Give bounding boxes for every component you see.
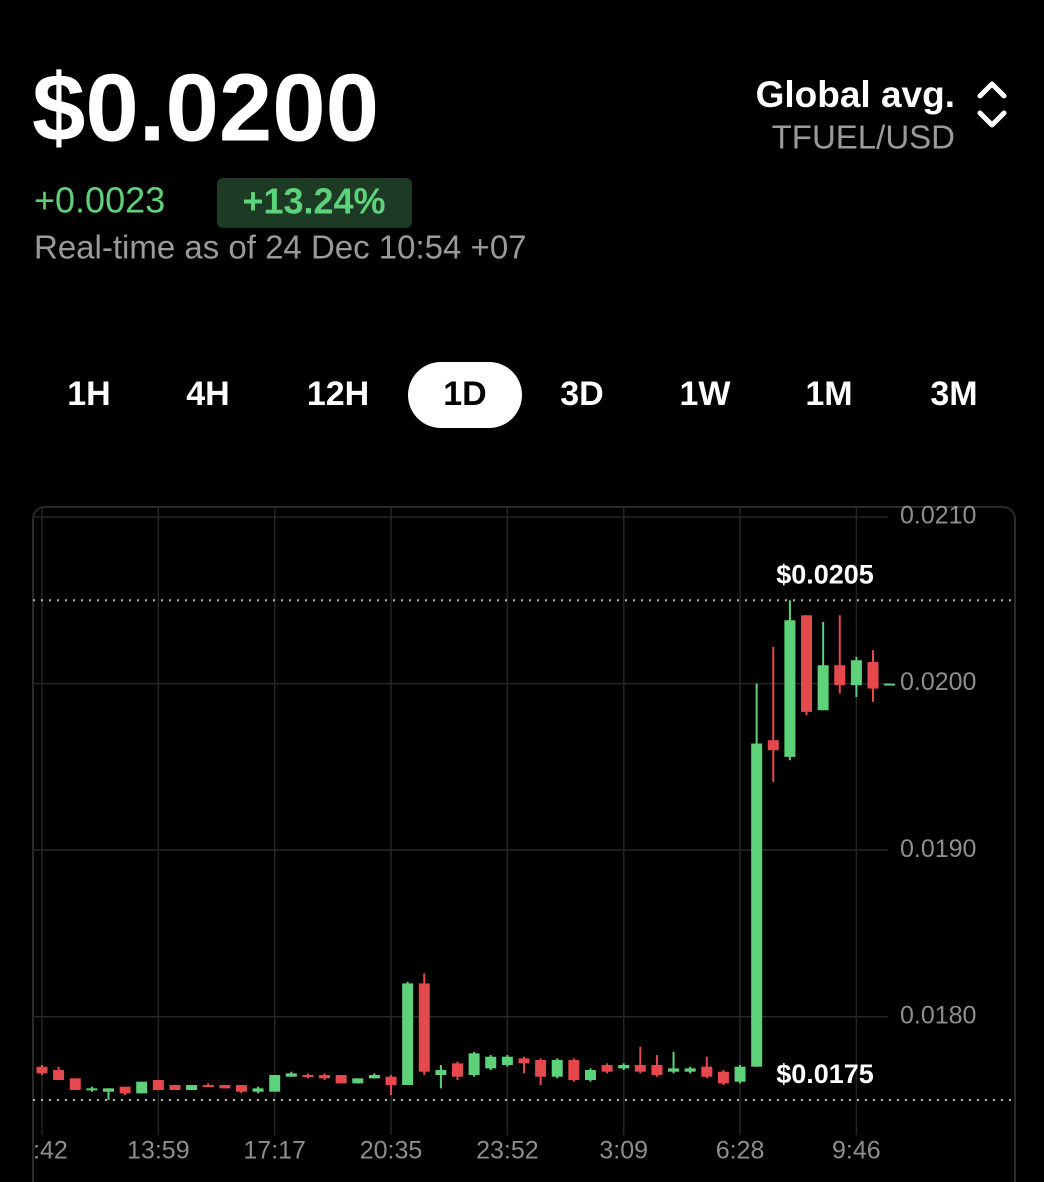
candle-body bbox=[867, 661, 879, 689]
candle-body bbox=[734, 1066, 746, 1082]
candle-body bbox=[102, 1088, 114, 1092]
candle-body bbox=[36, 1066, 48, 1074]
candle-body bbox=[634, 1065, 646, 1072]
percent-badge bbox=[217, 178, 412, 228]
candle-body bbox=[235, 1085, 247, 1092]
x-tick-label: 9:46 bbox=[832, 1137, 881, 1165]
chart-frame bbox=[32, 506, 1016, 1182]
percent-change: +13.24% bbox=[242, 181, 385, 222]
candle-body bbox=[834, 665, 846, 686]
candle-body bbox=[518, 1058, 530, 1064]
candle-body bbox=[169, 1085, 181, 1091]
tabs: 1H 4H 12H 1D 3D 1W 1M 3M bbox=[67, 375, 977, 413]
selector-icon[interactable] bbox=[977, 81, 1007, 128]
candle-body bbox=[352, 1078, 364, 1084]
price-change: +0.0023 bbox=[34, 180, 165, 221]
candle-body bbox=[884, 683, 896, 686]
candle-body bbox=[86, 1088, 98, 1091]
x-tick-label: 6:28 bbox=[716, 1137, 765, 1165]
candle-body bbox=[402, 983, 414, 1086]
candle-body bbox=[568, 1060, 580, 1081]
candle-body bbox=[817, 665, 829, 711]
candle-body bbox=[684, 1068, 696, 1072]
y-tick-label: 0.0190 bbox=[900, 835, 976, 863]
candle-body bbox=[784, 620, 796, 757]
price-marker-label: $0.0205 bbox=[776, 559, 874, 589]
candle-body bbox=[335, 1075, 347, 1084]
candle-body bbox=[801, 615, 813, 712]
pair: TFUEL/USD bbox=[772, 119, 955, 156]
candle-body bbox=[285, 1073, 297, 1077]
price: $0.0200 bbox=[32, 54, 379, 161]
y-tick-label: 0.0210 bbox=[900, 502, 976, 530]
candle-body bbox=[751, 743, 763, 1067]
x-tick-label: 13:59 bbox=[127, 1137, 190, 1165]
candle-body bbox=[152, 1080, 164, 1091]
range-tab[interactable]: 1M bbox=[805, 375, 852, 413]
candle-body bbox=[717, 1071, 729, 1084]
candle-body bbox=[651, 1065, 663, 1076]
candle-body bbox=[551, 1060, 563, 1077]
y-tick-label: 0.0200 bbox=[900, 668, 976, 696]
y-tick-label: 0.0180 bbox=[900, 1001, 976, 1029]
candle-body bbox=[501, 1056, 513, 1066]
candle-body bbox=[319, 1075, 331, 1079]
candle-body bbox=[219, 1085, 231, 1089]
x-tick-label: 20:35 bbox=[360, 1137, 423, 1165]
candle-body bbox=[435, 1070, 447, 1076]
range-tab[interactable]: 4H bbox=[186, 375, 229, 413]
candle-body bbox=[668, 1068, 680, 1072]
price-marker-label: $0.0175 bbox=[776, 1059, 874, 1089]
candle-body bbox=[69, 1078, 81, 1091]
candle-body bbox=[767, 740, 779, 751]
range-tab[interactable]: 12H bbox=[307, 375, 369, 413]
candle-body bbox=[468, 1053, 480, 1076]
x-tick-label: 17:17 bbox=[243, 1137, 306, 1165]
candle-body bbox=[302, 1075, 314, 1078]
candle-body bbox=[368, 1075, 380, 1079]
candle-body bbox=[850, 660, 862, 686]
candle-body bbox=[452, 1063, 463, 1077]
candle-body bbox=[385, 1076, 397, 1086]
range-tab[interactable]: 3D bbox=[560, 375, 603, 413]
range-tab[interactable]: 1D bbox=[443, 375, 486, 413]
candle-body bbox=[418, 983, 430, 1072]
candle-body bbox=[584, 1070, 596, 1081]
range-tab[interactable]: 1H bbox=[67, 375, 110, 413]
x-tick-label: :42 bbox=[33, 1137, 68, 1165]
chart: 0.0210 0.0200 0.0190 0.0180 :42 13:59 17:17 20:… bbox=[33, 502, 1012, 1165]
candle-body bbox=[535, 1060, 547, 1077]
candle-body bbox=[252, 1088, 264, 1092]
candle-body bbox=[269, 1075, 281, 1092]
candle-body bbox=[53, 1070, 65, 1081]
candle-body bbox=[701, 1066, 713, 1077]
candle-body bbox=[119, 1086, 131, 1094]
timestamp: Real-time as of 24 Dec 10:54 +07 bbox=[34, 229, 527, 266]
candle-body bbox=[186, 1085, 198, 1091]
range-tab[interactable]: 1W bbox=[680, 375, 732, 413]
candle-body bbox=[485, 1056, 497, 1069]
candle-body bbox=[618, 1065, 630, 1069]
candle-body bbox=[202, 1085, 214, 1088]
candle-body bbox=[136, 1081, 148, 1094]
x-tick-label: 23:52 bbox=[476, 1137, 539, 1165]
source-selector[interactable]: Global avg. bbox=[756, 74, 955, 115]
range-tab[interactable]: 3M bbox=[930, 375, 977, 413]
candle-body bbox=[601, 1065, 613, 1072]
selected-tab-bg bbox=[408, 362, 522, 428]
x-tick-label: 3:09 bbox=[599, 1137, 648, 1165]
